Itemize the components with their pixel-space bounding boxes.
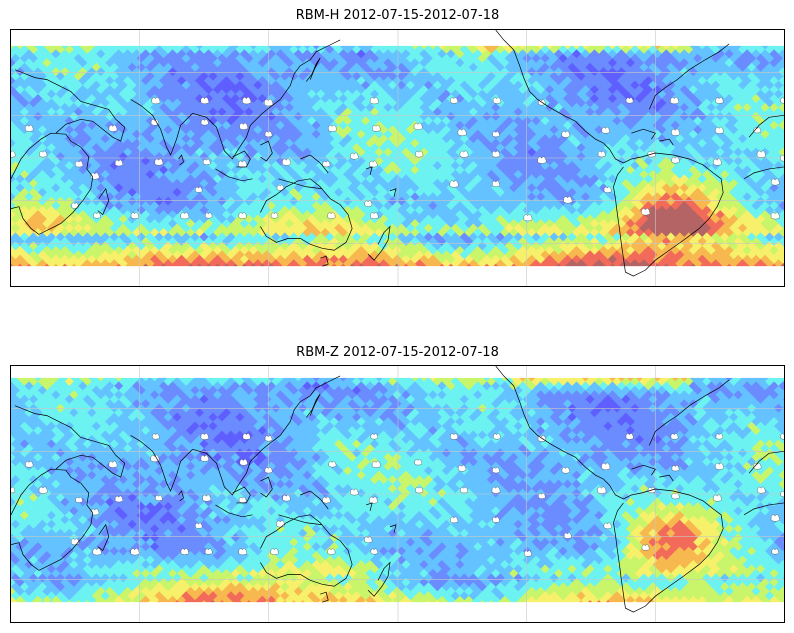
data-field-1 <box>11 372 784 616</box>
data-field-0 <box>11 40 784 280</box>
map-panel-rbm-z <box>10 365 785 623</box>
map-panel-rbm-h <box>10 29 785 287</box>
map-canvas-rbm-h <box>11 30 784 286</box>
coastlines-1 <box>11 366 784 613</box>
bottom-margin <box>11 602 784 622</box>
map-title-rbm-h: RBM-H 2012-07-15-2012-07-18 <box>295 8 500 23</box>
station-markers-0 <box>11 96 784 222</box>
station-markers-1 <box>11 433 784 557</box>
bottom-margin <box>11 266 784 286</box>
map-title-rbm-z: RBM-Z 2012-07-15-2012-07-18 <box>296 345 499 360</box>
top-margin <box>11 30 784 46</box>
map-canvas-rbm-z <box>11 366 784 622</box>
top-margin <box>11 366 784 378</box>
graticule-1 <box>11 366 784 622</box>
coastlines-0 <box>11 30 784 277</box>
